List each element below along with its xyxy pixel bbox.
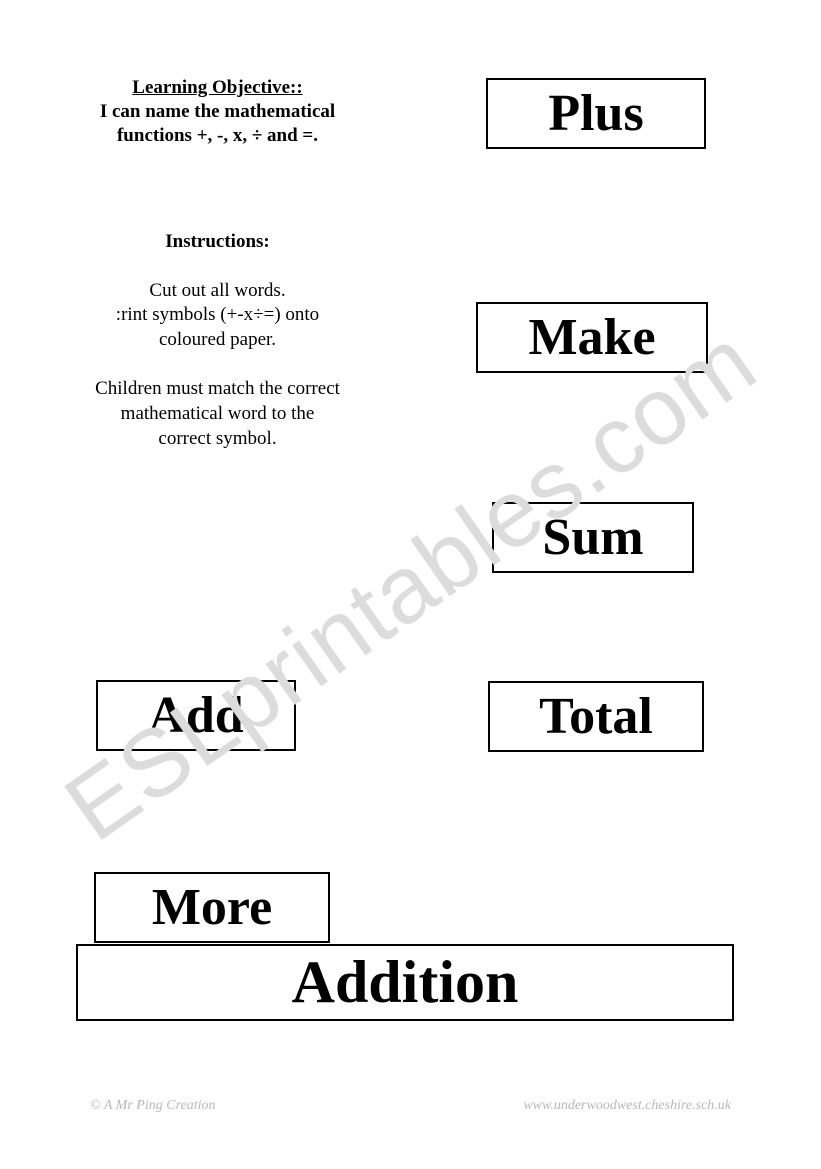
instructions-title: Instructions: [95, 230, 340, 255]
word-card-addition: Addition [76, 944, 734, 1021]
word-card-more: More [94, 872, 330, 943]
instructions-block: Instructions: Cut out all words. :rint s… [95, 230, 340, 452]
footer-credit: © A Mr Ping Creation [90, 1098, 216, 1114]
instructions-body: Cut out all words. :rint symbols (+-x÷=)… [95, 279, 340, 452]
word-card-add: Add [96, 680, 296, 751]
word-card-make: Make [476, 302, 708, 373]
word-card-plus: Plus [486, 78, 706, 149]
learning-objective-block: Learning Objective:: I can name the math… [95, 76, 340, 147]
instructions-line-3: Children must match the correct mathemat… [95, 377, 340, 451]
word-card-total: Total [488, 681, 704, 752]
worksheet-page: Learning Objective:: I can name the math… [0, 0, 821, 1169]
instructions-line-1: Cut out all words. [95, 279, 340, 304]
learning-objective-body: I can name the mathematical functions +,… [95, 100, 340, 148]
footer-url: www.underwoodwest.cheshire.sch.uk [523, 1098, 731, 1114]
learning-objective-title: Learning Objective:: [95, 76, 340, 100]
instructions-line-2: :rint symbols (+-x÷=) onto coloured pape… [95, 303, 340, 352]
word-card-sum: Sum [492, 502, 694, 573]
